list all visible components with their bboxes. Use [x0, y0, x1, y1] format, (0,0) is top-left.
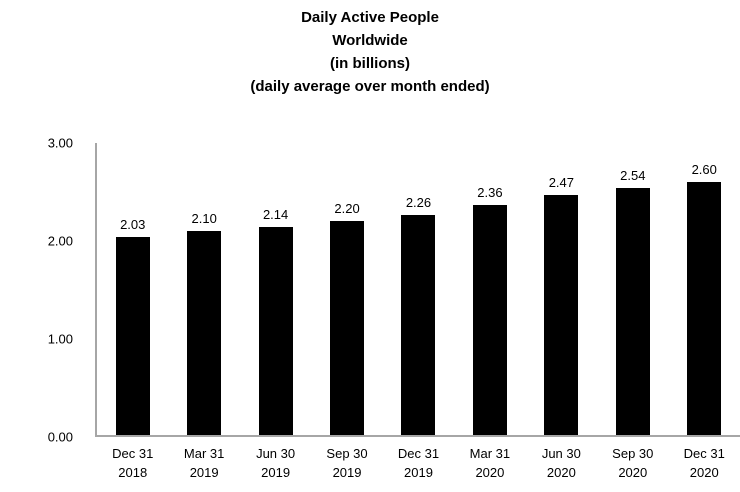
bar-column: 2.36: [454, 143, 525, 435]
x-axis-category-date: Dec 31: [683, 446, 725, 461]
bar: [544, 194, 579, 435]
x-axis-category-label: Sep 30 2020: [597, 444, 668, 482]
bar-value-label: 2.26: [405, 195, 432, 211]
x-axis-category-label: Mar 31 2019: [168, 444, 239, 482]
x-axis-category-date: Sep 30: [326, 446, 368, 461]
bar-column: 2.26: [383, 143, 454, 435]
x-axis-category-label: Dec 31 2020: [669, 444, 740, 482]
bar: [472, 205, 507, 435]
x-axis-category-date: Dec 31: [112, 446, 154, 461]
y-axis-tick-label: 2.00: [47, 233, 73, 249]
bar-column: 2.03: [97, 143, 168, 435]
y-axis-tick-label: 0.00: [47, 429, 73, 445]
y-axis-tick-label: 3.00: [47, 135, 73, 151]
chart-body: 3.00 2.00 1.00 0.00 2.03 2.10 2.14 2.20 2.26 2.3…: [0, 136, 740, 445]
bar: [687, 181, 722, 435]
x-axis-labels: Dec 31 2018 Mar 31 2019 Jun 30 2019 Sep 30 2019…: [97, 444, 740, 482]
x-axis-category-label: Dec 31 2018: [97, 444, 168, 482]
bar: [615, 187, 650, 435]
bar-value-label: 2.60: [691, 161, 717, 177]
x-axis-category-year: 2018: [118, 465, 148, 480]
bar: [258, 226, 293, 435]
x-axis-category-label: Dec 31 2019: [383, 444, 454, 482]
x-axis-category-date: Sep 30: [612, 446, 654, 461]
x-axis-category-date: Jun 30: [541, 446, 581, 461]
bar-column: 2.54: [597, 143, 668, 435]
chart-title: Daily Active People Worldwide (in billio…: [0, 0, 740, 98]
x-axis-category-date: Mar 31: [183, 446, 225, 461]
bar-value-label: 2.47: [548, 174, 574, 190]
chart-title-line-1: Daily Active People: [301, 9, 439, 26]
x-axis-category-year: 2020: [546, 465, 576, 480]
chart-title-line-2: Worldwide: [332, 32, 408, 49]
bar-column: 2.20: [311, 143, 382, 435]
bar-value-label: 2.20: [334, 200, 360, 216]
x-axis-category-label: Mar 31 2020: [454, 444, 525, 482]
bar-column: 2.14: [240, 143, 311, 435]
x-axis-category-year: 2020: [475, 465, 505, 480]
x-axis-category-label: Jun 30 2019: [240, 444, 311, 482]
daily-active-people-chart: Daily Active People Worldwide (in billio…: [0, 0, 740, 482]
x-axis-category-year: 2019: [332, 465, 362, 480]
x-axis-category-label: Sep 30 2019: [311, 444, 382, 482]
plot-area: 2.03 2.10 2.14 2.20 2.26 2.36 2.47 2.54 2.60: [95, 143, 740, 437]
x-axis-category-label: Jun 30 2020: [526, 444, 597, 482]
x-axis-category-year: 2020: [689, 465, 719, 480]
x-axis-category-date: Jun 30: [256, 446, 296, 461]
bar-value-label: 2.54: [620, 167, 646, 183]
x-axis-category-year: 2020: [618, 465, 648, 480]
bar: [115, 237, 150, 435]
bar: [330, 220, 365, 435]
bar-value-label: 2.10: [191, 210, 217, 226]
bar-column: 2.47: [526, 143, 597, 435]
bar-column: 2.60: [669, 143, 740, 435]
x-axis-category-date: Dec 31: [397, 446, 440, 461]
bar: [187, 230, 222, 435]
x-axis-category-year: 2019: [404, 465, 433, 480]
chart-title-line-4: (daily average over month ended): [250, 78, 490, 95]
bar-value-label: 2.14: [262, 206, 289, 222]
x-axis-category-year: 2019: [189, 465, 219, 480]
x-axis-category-date: Mar 31: [469, 446, 511, 461]
x-axis-category-year: 2019: [261, 465, 291, 480]
bar-value-label: 2.36: [477, 185, 503, 201]
chart-title-line-3: (in billions): [330, 55, 410, 72]
y-axis-tick-label: 1.00: [47, 331, 73, 347]
bar: [401, 215, 436, 435]
y-axis: 3.00 2.00 1.00 0.00: [0, 136, 95, 445]
bar-column: 2.10: [168, 143, 239, 435]
bar-value-label: 2.03: [120, 217, 146, 233]
